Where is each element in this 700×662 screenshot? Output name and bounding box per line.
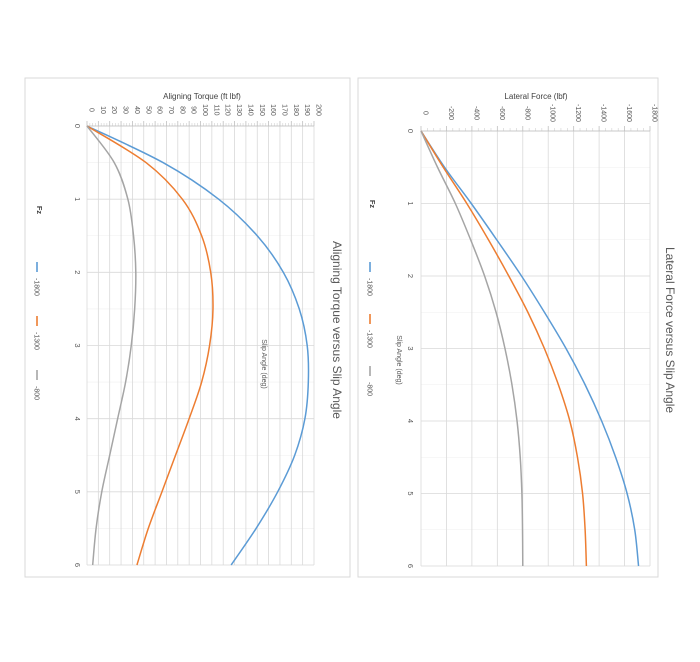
y-tick-label: 150 xyxy=(258,104,265,116)
y-tick-label: 100 xyxy=(201,104,208,116)
series-line-neg1300 xyxy=(86,125,214,566)
chart-lateral-force: 0 1 2 3 4 5 6 0 -200 -400 -600 -800 -1000 -1200 -1400 -… xyxy=(357,77,677,578)
legend-label: -1800 xyxy=(366,278,373,296)
x-tick-label: 6 xyxy=(73,563,82,567)
x-tick-label: 1 xyxy=(73,197,82,201)
y-tick-label: 90 xyxy=(190,106,197,114)
y-tick-label: 60 xyxy=(156,106,163,114)
x-tick-label: 5 xyxy=(406,491,415,495)
legend-label: -1300 xyxy=(33,332,40,350)
legend-title: Fz xyxy=(35,206,44,215)
y-tick-label: -400 xyxy=(472,106,479,120)
y-tick-label: 190 xyxy=(303,104,310,116)
x-tick-label: 1 xyxy=(406,201,415,205)
y-tick-label: 170 xyxy=(280,104,287,116)
x-tick-label: 2 xyxy=(406,274,415,278)
y-tick-label: -1000 xyxy=(549,104,556,122)
y-tick-label: 10 xyxy=(99,106,106,114)
y-tick-label: 180 xyxy=(292,104,299,116)
y-tick-label: 70 xyxy=(167,106,174,114)
y-tick-label: 200 xyxy=(315,104,322,116)
y-tick-label: 130 xyxy=(235,104,242,116)
x-tick-label: 4 xyxy=(73,417,82,421)
y-tick-label: 80 xyxy=(178,106,185,114)
y-tick-label: 160 xyxy=(269,104,276,116)
legend-label: -800 xyxy=(366,382,373,396)
series-line-neg800 xyxy=(86,125,137,566)
series-line-neg1300 xyxy=(420,130,588,567)
series-line-neg1800 xyxy=(86,125,310,566)
x-tick-label: 0 xyxy=(73,124,82,128)
legend-title: Fz xyxy=(368,200,377,209)
y-tick-label: -200 xyxy=(447,106,454,120)
y-tick-label: 120 xyxy=(224,104,231,116)
x-tick-label: 3 xyxy=(406,346,415,350)
y-tick-label: -1800 xyxy=(651,104,658,122)
y-tick-label: -600 xyxy=(498,106,505,120)
x-tick-label: 2 xyxy=(73,270,82,274)
y-axis-title: Lateral Force (lbf) xyxy=(504,92,567,101)
x-tick-label: 4 xyxy=(406,419,415,423)
y-tick-label: -800 xyxy=(523,106,530,120)
x-axis-title: Slip Angle (deg) xyxy=(395,335,402,384)
y-tick-label: 30 xyxy=(122,106,129,114)
y-tick-label: -1600 xyxy=(625,104,632,122)
y-tick-label: 0 xyxy=(88,108,95,112)
legend-label: -1800 xyxy=(33,278,40,296)
y-tick-label: 110 xyxy=(212,104,219,115)
x-tick-label: 0 xyxy=(406,129,415,133)
series-line-neg1800 xyxy=(420,130,640,567)
y-tick-label: -1200 xyxy=(574,104,581,122)
y-tick-label: 50 xyxy=(144,106,151,114)
x-tick-label: 5 xyxy=(73,490,82,494)
legend-label: -800 xyxy=(33,386,40,400)
y-axis-title: Aligning Torque (ft lbf) xyxy=(163,92,241,101)
y-tick-label: 40 xyxy=(133,106,140,114)
chart-frame xyxy=(357,77,659,578)
series-line-neg800 xyxy=(420,130,524,567)
chart-title: Aligning Torque versus Slip Angle xyxy=(330,241,344,419)
y-tick-label: 0 xyxy=(422,111,429,115)
x-tick-label: 3 xyxy=(73,343,82,347)
legend-label: -1300 xyxy=(366,330,373,348)
chart-frame xyxy=(24,77,351,578)
x-tick-label: 6 xyxy=(406,564,415,568)
x-axis-title: Slip Angle (deg) xyxy=(260,339,267,388)
y-tick-label: 20 xyxy=(110,106,117,114)
y-tick-label: -1400 xyxy=(600,104,607,122)
chart-title: Lateral Force versus Slip Angle xyxy=(663,247,677,413)
y-tick-label: 140 xyxy=(246,104,253,116)
